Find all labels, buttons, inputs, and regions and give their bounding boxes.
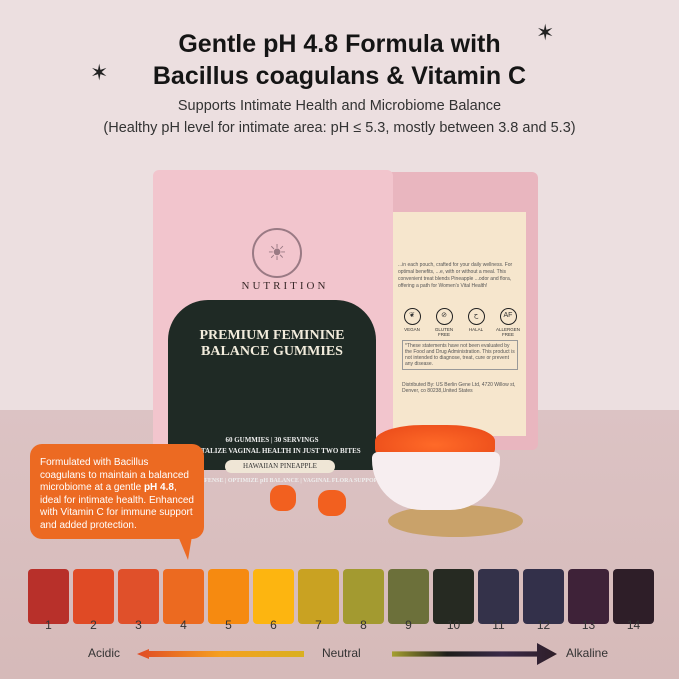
ph-swatch-7: [298, 569, 339, 624]
sparkle-icon: ✶: [536, 20, 555, 45]
allergen-free-badge: AF ALLERGEN FREE: [496, 308, 520, 337]
ph-swatch-9: [388, 569, 429, 624]
gummy: [318, 490, 346, 516]
benefits: IMMUNE DEFENSE | OPTIMIZE pH BALANCE | V…: [168, 478, 376, 484]
callout-tail: [178, 536, 192, 560]
sparkle-icon: ✶: [90, 60, 109, 85]
headline-line-2: Bacillus coagulans & Vitamin C: [152, 62, 527, 90]
ph-number: 1: [45, 618, 52, 632]
leaf-icon: ❦: [403, 308, 421, 325]
ph-number: 9: [405, 618, 412, 632]
gummy: [270, 485, 296, 511]
ph-number: 14: [626, 618, 641, 632]
callout-bubble: Formulated with Bacillus coagulans to ma…: [30, 444, 204, 539]
disclaimer: *These statements have not been evaluate…: [402, 340, 518, 370]
af-icon: AF: [499, 308, 517, 325]
ph-number: 5: [225, 618, 232, 632]
vegan-badge: ❦ VEGAN: [400, 308, 424, 337]
tagline: REVITALIZE VAGINAL HEALTH IN JUST TWO BI…: [183, 447, 361, 455]
ph-swatch-14: [613, 569, 654, 624]
back-description: ...in each pouch, crafted for your daily…: [398, 262, 513, 289]
ph-scale: [28, 569, 654, 624]
ph-number: 10: [446, 618, 461, 632]
ph-number: 13: [581, 618, 596, 632]
gluten-free-badge: ⊘ GLUTEN FREE: [432, 308, 456, 337]
headline-line-1: Gentle pH 4.8 Formula with: [178, 30, 501, 58]
front-label: [168, 300, 376, 470]
ph-number: 8: [360, 618, 367, 632]
subtitle: Supports Intimate Health and Microbiome …: [177, 98, 502, 114]
wheat-crossed-icon: ⊘: [435, 308, 453, 325]
ph-swatch-10: [433, 569, 474, 624]
ph-swatch-12: [523, 569, 564, 624]
ph-swatch-6: [253, 569, 294, 624]
product-name: PREMIUM FEMININE BALANCE GUMMIES: [199, 328, 345, 359]
ph-swatch-4: [163, 569, 204, 624]
ph-swatch-11: [478, 569, 519, 624]
ph-number: 6: [270, 618, 277, 632]
halal-icon: ح: [467, 308, 485, 325]
ph-number: 2: [90, 618, 97, 632]
ph-scale-numbers: 1 2 3 4 5 6 7 8 9 10 11 12 13 14: [28, 618, 654, 632]
ph-number: 3: [135, 618, 142, 632]
servings: 60 GUMMIES | 30 SERVINGS: [225, 436, 319, 444]
ph-swatch-3: [118, 569, 159, 624]
halal-badge: ح HALAL: [464, 308, 488, 337]
acidic-label: Acidic: [88, 646, 121, 660]
headline: Gentle pH 4.8 Formula with Bacillus coag…: [0, 28, 679, 92]
alkaline-label: Alkaline: [566, 646, 609, 660]
ph-swatch-8: [343, 569, 384, 624]
ph-number: 11: [492, 618, 505, 632]
brand-name: NUTRITION: [241, 280, 329, 292]
badge-row: ❦ VEGAN ⊘ GLUTEN FREE ح HALAL AF ALLERGEN FR…: [400, 308, 520, 337]
neutral-label: Neutral: [322, 646, 361, 660]
ph-number: 4: [180, 618, 187, 632]
ph-swatch-13: [568, 569, 609, 624]
ph-note: (Healthy pH level for intimate area: pH …: [103, 120, 576, 136]
bowl: [372, 452, 500, 510]
ph-number: 12: [536, 618, 551, 632]
wooden-coaster: [388, 505, 523, 537]
ph-number: 7: [315, 618, 322, 632]
sun-logo-icon: ☀: [252, 228, 302, 278]
ph-swatch-1: [28, 569, 69, 624]
distributor: Distributed By: US Berlin Gene Ltd, 4720…: [402, 382, 516, 394]
arrow-left-icon: [137, 649, 304, 659]
flavor-label: HAWAIIAN PINEAPPLE: [225, 460, 335, 473]
ph-swatch-2: [73, 569, 114, 624]
ph-swatch-5: [208, 569, 249, 624]
